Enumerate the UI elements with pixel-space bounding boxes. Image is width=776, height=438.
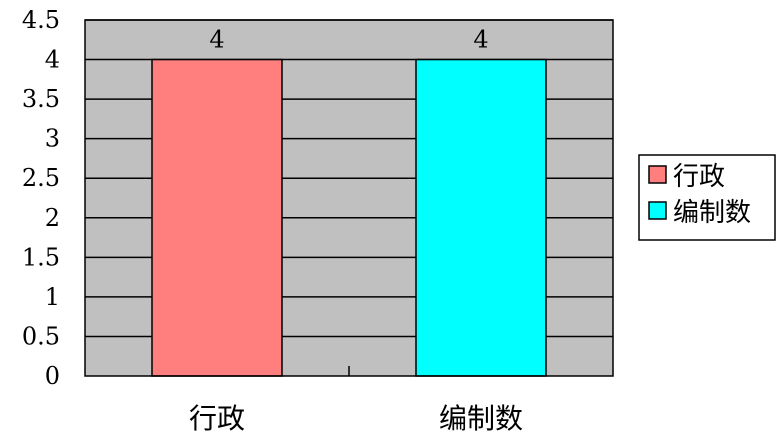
y-tick-label: 2: [45, 204, 60, 232]
y-axis-ticks: 0 0.5 1 1.5 2 2.5 3 3.5 4 4.5: [22, 6, 60, 390]
y-tick-label: 4: [45, 46, 60, 74]
y-tick-label: 1.5: [22, 243, 60, 271]
legend-swatch: [648, 165, 667, 184]
y-tick-label: 3.5: [22, 85, 60, 113]
legend-label: 行政: [673, 162, 725, 192]
y-tick-label: 4.5: [22, 6, 60, 34]
y-tick-label: 1: [45, 283, 60, 311]
y-tick-label: 2.5: [22, 164, 60, 192]
y-tick-label: 0.5: [22, 322, 60, 350]
bar: [151, 58, 283, 377]
y-tick-label: 0: [45, 362, 60, 390]
bar-data-label: 4: [209, 26, 224, 54]
legend-swatch: [648, 201, 667, 220]
x-axis-categories: 行政 编制数: [189, 366, 523, 435]
x-category-label: 行政: [189, 402, 245, 434]
legend-label: 编制数: [673, 198, 751, 228]
bars: [151, 58, 547, 377]
bar-data-label: 4: [473, 26, 488, 54]
y-tick-label: 3: [45, 125, 60, 153]
bar: [415, 58, 547, 377]
plot-border: [84, 19, 614, 377]
x-category-label: 编制数: [439, 402, 523, 434]
